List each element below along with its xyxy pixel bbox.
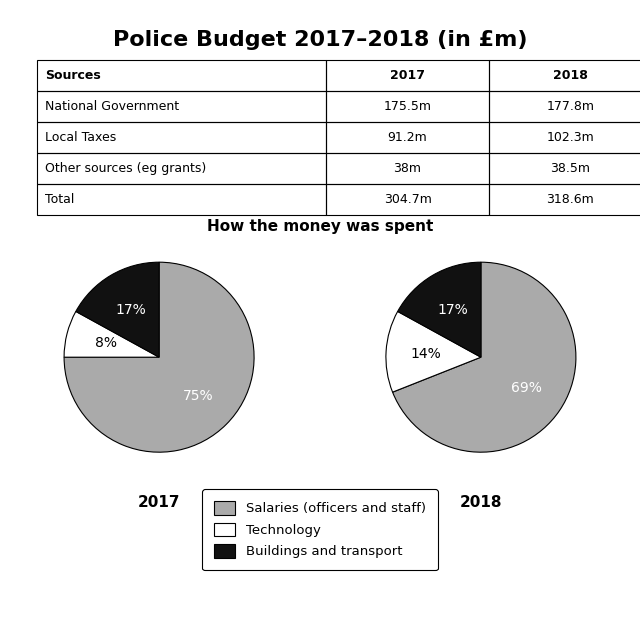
Text: 2017: 2017 bbox=[138, 495, 180, 510]
Bar bbox=[326, 184, 489, 214]
Text: 2018: 2018 bbox=[553, 69, 588, 82]
Wedge shape bbox=[64, 262, 254, 452]
Bar bbox=[489, 153, 640, 184]
Text: 102.3m: 102.3m bbox=[547, 131, 595, 144]
Bar bbox=[489, 91, 640, 122]
Bar bbox=[37, 91, 326, 122]
Text: 8%: 8% bbox=[95, 336, 116, 351]
Bar bbox=[489, 122, 640, 153]
Wedge shape bbox=[64, 311, 159, 357]
Bar bbox=[489, 184, 640, 214]
Wedge shape bbox=[392, 262, 576, 452]
Text: 75%: 75% bbox=[183, 389, 213, 403]
Bar bbox=[326, 153, 489, 184]
Text: 91.2m: 91.2m bbox=[388, 131, 428, 144]
Bar bbox=[326, 91, 489, 122]
Text: Other sources (eg grants): Other sources (eg grants) bbox=[45, 162, 207, 175]
Bar bbox=[489, 60, 640, 91]
Wedge shape bbox=[76, 262, 159, 357]
Bar bbox=[37, 122, 326, 153]
Text: 318.6m: 318.6m bbox=[547, 192, 595, 206]
Bar bbox=[37, 184, 326, 214]
Legend: Salaries (officers and staff), Technology, Buildings and transport: Salaries (officers and staff), Technolog… bbox=[202, 489, 438, 570]
Text: 38.5m: 38.5m bbox=[550, 162, 590, 175]
Text: 177.8m: 177.8m bbox=[547, 100, 595, 113]
Wedge shape bbox=[397, 262, 481, 357]
Bar bbox=[37, 60, 326, 91]
Text: 69%: 69% bbox=[511, 381, 542, 395]
Bar bbox=[37, 153, 326, 184]
Text: Local Taxes: Local Taxes bbox=[45, 131, 116, 144]
Text: 304.7m: 304.7m bbox=[383, 192, 431, 206]
Text: 2018: 2018 bbox=[460, 495, 502, 510]
Text: Police Budget 2017–2018 (in £m): Police Budget 2017–2018 (in £m) bbox=[113, 29, 527, 49]
Text: 14%: 14% bbox=[410, 347, 442, 361]
Wedge shape bbox=[386, 311, 481, 392]
Text: 17%: 17% bbox=[116, 302, 147, 317]
Text: 38m: 38m bbox=[394, 162, 422, 175]
Text: National Government: National Government bbox=[45, 100, 179, 113]
Text: Sources: Sources bbox=[45, 69, 101, 82]
Text: 175.5m: 175.5m bbox=[383, 100, 431, 113]
Text: How the money was spent: How the money was spent bbox=[207, 219, 433, 234]
Text: Total: Total bbox=[45, 192, 75, 206]
Bar bbox=[326, 60, 489, 91]
Text: 2017: 2017 bbox=[390, 69, 425, 82]
Text: 17%: 17% bbox=[438, 302, 468, 317]
Bar bbox=[326, 122, 489, 153]
